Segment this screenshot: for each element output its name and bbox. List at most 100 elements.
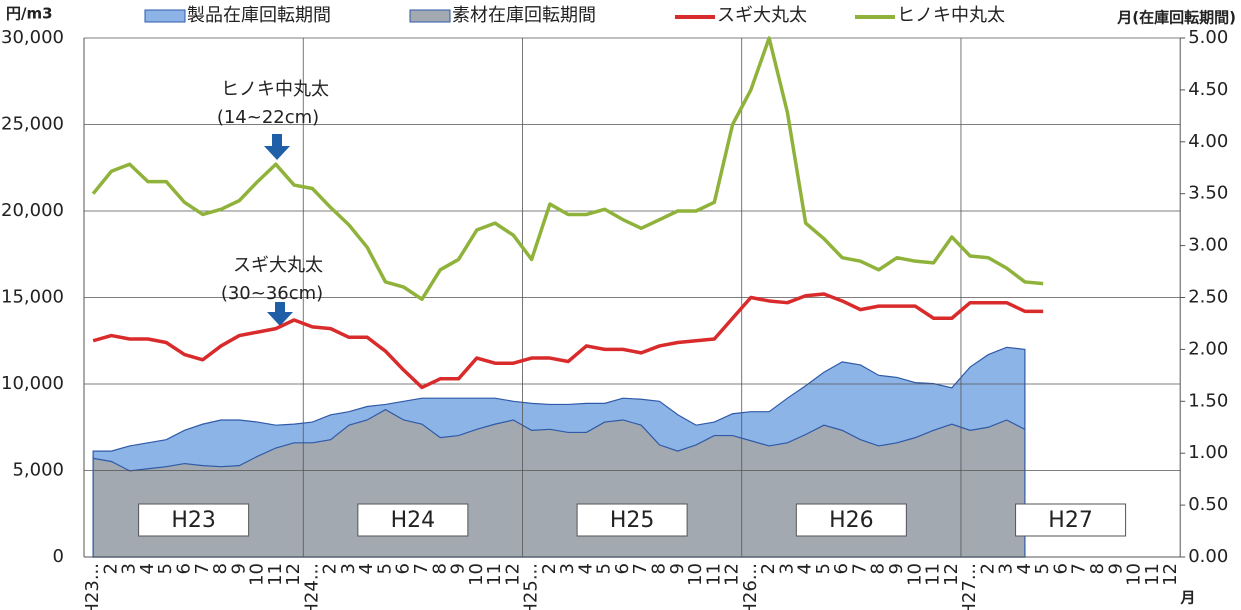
y2-tick-label: 1.00 (1188, 442, 1228, 463)
x-tick-label: 7 (1069, 563, 1090, 574)
x-tick-label: 6 (831, 563, 852, 574)
line (92, 292, 1044, 390)
y2-tick-label: 5.00 (1188, 27, 1228, 48)
year-box (576, 503, 688, 537)
areas (92, 346, 1026, 558)
legend-label: 素材在庫回転期間 (452, 5, 596, 26)
x-tick-label: 12 (1160, 563, 1181, 586)
x-tick-label: H24... (301, 563, 322, 610)
x-tick-label: 8 (1087, 563, 1108, 574)
x-tick-label: 6 (1050, 563, 1071, 574)
legend-swatch (409, 9, 451, 23)
x-tick-label: 2 (320, 563, 341, 574)
x-tick-label: 2 (977, 563, 998, 574)
x-tick-label: 8 (429, 563, 450, 574)
legend-label: 製品在庫回転期間 (187, 5, 331, 26)
x-tick-label: 11 (923, 563, 944, 586)
x-tick-label: 9 (886, 563, 907, 574)
area (92, 408, 1026, 558)
y-tick-label: 10,000 (1, 373, 64, 394)
y2-tick-label: 2.00 (1188, 338, 1228, 359)
x-tick-label: 10 (466, 563, 487, 586)
x-tick-label: 5 (813, 563, 834, 574)
x-tick-label: 5 (594, 563, 615, 574)
x-tick-label: 11 (265, 563, 286, 586)
y2-axis-label: 月(在庫回転期間) (1116, 9, 1236, 27)
legend-swatch (144, 9, 186, 23)
x-tick-label: 2 (539, 563, 560, 574)
x-tick-label: 12 (941, 563, 962, 586)
y2-tick-label: 3.00 (1188, 235, 1228, 256)
x-tick-label: 2 (100, 563, 121, 574)
x-tick-label: H23... (82, 563, 103, 610)
x-tick-label: 8 (210, 563, 231, 574)
x-tick-label: 3 (776, 563, 797, 574)
x-tick-label: 10 (904, 563, 925, 586)
x-tick-label: 7 (411, 563, 432, 574)
x-tick-label: 11 (1142, 563, 1163, 586)
year-label: H25 (610, 508, 655, 533)
x-tick-label: 6 (393, 563, 414, 574)
x-tick-label: 3 (996, 563, 1017, 574)
year-label: H24 (391, 508, 436, 533)
year-label: H26 (829, 508, 874, 533)
x-tick-label: 12 (502, 563, 523, 586)
year-label: H23 (171, 508, 216, 533)
y2-tick-label: 3.50 (1188, 183, 1228, 204)
x-tick-label: 9 (228, 563, 249, 574)
x-tick-label: 9 (448, 563, 469, 574)
y2-tick-label: 2.50 (1188, 287, 1228, 308)
y-tick-label: 30,000 (1, 27, 64, 48)
y2-tick-label: 4.50 (1188, 79, 1228, 100)
y2-tick-label: 4.00 (1188, 131, 1228, 152)
y2-tick-label: 0.00 (1188, 546, 1228, 567)
legend-label: スギ大丸太 (717, 5, 807, 26)
x-tick-label: H26... (740, 563, 761, 610)
x-tick-label: 12 (722, 563, 743, 586)
y-tick-label: 5,000 (12, 460, 64, 481)
annotation: ヒノキ中丸太 (221, 79, 329, 100)
year-box (138, 503, 250, 537)
y-axis-label: 円/m3 (6, 5, 53, 23)
x-tick-label: H27... (959, 563, 980, 610)
x-tick-label: 4 (1014, 563, 1035, 574)
year-box (357, 503, 469, 537)
year-label: H27 (1048, 508, 1093, 533)
x-tick-label: 6 (612, 563, 633, 574)
arrow (264, 134, 293, 326)
x-tick-label: 2 (758, 563, 779, 574)
x-tick-label: 8 (649, 563, 670, 574)
x-tick-label: 5 (374, 563, 395, 574)
y-tick-label: 15,000 (1, 287, 64, 308)
x-tick-label: 4 (137, 563, 158, 574)
x-tick-label: 3 (338, 563, 359, 574)
x-tick-label: 9 (1105, 563, 1126, 574)
x-tick-label: 12 (283, 563, 304, 586)
x-tick-label: 5 (155, 563, 176, 574)
legend-label: ヒノキ中丸太 (897, 5, 1005, 26)
x-tick-label: 7 (630, 563, 651, 574)
x-tick-label: 5 (1032, 563, 1053, 574)
annotation: (30~36cm) (221, 283, 323, 304)
x-tick-label: 11 (484, 563, 505, 586)
x-tick-label: 4 (356, 563, 377, 574)
x-tick-label: 3 (119, 563, 140, 574)
y-tick-label: 20,000 (1, 200, 64, 221)
x-tick-label: 7 (849, 563, 870, 574)
x-tick-label: H25... (521, 563, 542, 610)
x-tick-label: 4 (795, 563, 816, 574)
y2-tick-label: 0.50 (1188, 494, 1228, 515)
x-tick-label: 4 (575, 563, 596, 574)
y-tick-label: 0 (53, 546, 64, 567)
annotation: (14~22cm) (217, 107, 319, 128)
x-tick-label: 6 (173, 563, 194, 574)
x-axis-label: 月 (1179, 589, 1195, 607)
year-box (1015, 503, 1127, 537)
x-tick-label: 3 (557, 563, 578, 574)
x-tick-label: 9 (667, 563, 688, 574)
x-tick-label: 8 (868, 563, 889, 574)
x-tick-label: 11 (703, 563, 724, 586)
x-tick-label: 10 (685, 563, 706, 586)
year-box (795, 503, 907, 537)
